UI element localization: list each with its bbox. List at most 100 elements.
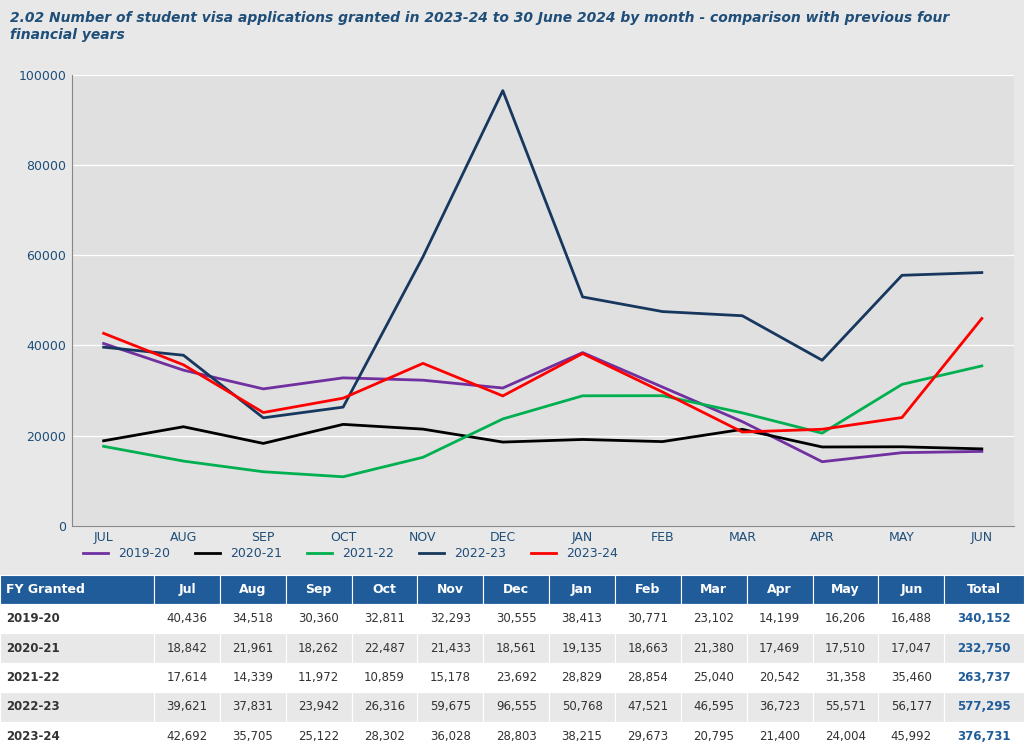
Bar	[549, 575, 615, 604]
Bar	[813, 633, 879, 663]
Bar	[879, 633, 944, 663]
Bar	[0, 692, 154, 722]
Bar	[0, 575, 154, 604]
Bar	[746, 633, 813, 663]
Bar	[944, 692, 1024, 722]
Text: 20,795: 20,795	[693, 730, 734, 743]
Text: 37,831: 37,831	[232, 701, 273, 713]
Bar	[286, 722, 351, 751]
Bar	[0, 663, 154, 692]
Text: 18,842: 18,842	[167, 641, 208, 655]
Text: 14,199: 14,199	[759, 612, 801, 625]
Text: 15,178: 15,178	[430, 671, 471, 684]
Bar	[220, 633, 286, 663]
Bar	[879, 604, 944, 633]
Bar	[746, 722, 813, 751]
Bar	[549, 633, 615, 663]
Bar	[418, 663, 483, 692]
Bar	[351, 633, 418, 663]
Text: 19,135: 19,135	[561, 641, 602, 655]
Text: May: May	[831, 583, 860, 596]
Text: 23,942: 23,942	[298, 701, 339, 713]
Bar	[286, 575, 351, 604]
Text: 35,705: 35,705	[232, 730, 273, 743]
Bar	[154, 604, 220, 633]
Bar	[220, 692, 286, 722]
Bar	[220, 604, 286, 633]
Bar	[813, 663, 879, 692]
Bar	[483, 575, 549, 604]
Bar	[549, 722, 615, 751]
Bar	[483, 692, 549, 722]
Text: 96,555: 96,555	[496, 701, 537, 713]
Bar	[418, 722, 483, 751]
Bar	[351, 722, 418, 751]
Text: 2020-21: 2020-21	[6, 641, 59, 655]
Text: 24,004: 24,004	[825, 730, 866, 743]
Text: 34,518: 34,518	[232, 612, 273, 625]
Text: Nov: Nov	[437, 583, 464, 596]
Text: 26,316: 26,316	[364, 701, 406, 713]
Bar	[615, 722, 681, 751]
Bar	[746, 604, 813, 633]
Text: 45,992: 45,992	[891, 730, 932, 743]
Text: 21,961: 21,961	[232, 641, 273, 655]
Text: 17,469: 17,469	[759, 641, 801, 655]
Bar	[286, 604, 351, 633]
Bar	[286, 692, 351, 722]
Text: 22,487: 22,487	[364, 641, 406, 655]
Text: Jan: Jan	[571, 583, 593, 596]
Bar	[681, 633, 746, 663]
Bar	[220, 663, 286, 692]
Text: 39,621: 39,621	[166, 701, 208, 713]
Text: 38,215: 38,215	[562, 730, 602, 743]
Bar	[154, 722, 220, 751]
Text: Total: Total	[967, 583, 1001, 596]
Bar	[681, 692, 746, 722]
Bar	[286, 663, 351, 692]
Bar	[879, 663, 944, 692]
Text: 340,152: 340,152	[957, 612, 1011, 625]
Text: 18,663: 18,663	[628, 641, 669, 655]
Bar	[483, 663, 549, 692]
Bar	[351, 692, 418, 722]
Text: 2.02 Number of student visa applications granted in 2023-24 to 30 June 2024 by m: 2.02 Number of student visa applications…	[10, 11, 949, 26]
Bar	[746, 575, 813, 604]
Text: 28,854: 28,854	[628, 671, 669, 684]
Bar	[944, 575, 1024, 604]
Bar	[615, 604, 681, 633]
Bar	[549, 663, 615, 692]
Bar	[944, 722, 1024, 751]
Text: 16,206: 16,206	[825, 612, 866, 625]
Text: 11,972: 11,972	[298, 671, 339, 684]
Text: 30,360: 30,360	[298, 612, 339, 625]
Text: 32,293: 32,293	[430, 612, 471, 625]
Text: 18,262: 18,262	[298, 641, 339, 655]
Text: 17,614: 17,614	[166, 671, 208, 684]
Text: 36,028: 36,028	[430, 730, 471, 743]
Bar	[154, 633, 220, 663]
Text: Oct: Oct	[373, 583, 396, 596]
Text: 17,047: 17,047	[891, 641, 932, 655]
Text: 59,675: 59,675	[430, 701, 471, 713]
Text: 47,521: 47,521	[628, 701, 669, 713]
Text: 46,595: 46,595	[693, 701, 734, 713]
Text: 25,040: 25,040	[693, 671, 734, 684]
Text: 17,510: 17,510	[825, 641, 866, 655]
Text: Aug: Aug	[240, 583, 266, 596]
Bar	[549, 604, 615, 633]
Text: 21,433: 21,433	[430, 641, 471, 655]
Text: 2021-22: 2021-22	[6, 671, 59, 684]
Text: 35,460: 35,460	[891, 671, 932, 684]
Bar	[879, 575, 944, 604]
Text: 263,737: 263,737	[957, 671, 1011, 684]
Text: financial years: financial years	[10, 28, 125, 42]
Bar	[0, 722, 154, 751]
Text: 31,358: 31,358	[825, 671, 866, 684]
Text: 32,811: 32,811	[364, 612, 406, 625]
Text: Sep: Sep	[305, 583, 332, 596]
Bar	[879, 692, 944, 722]
Bar	[220, 722, 286, 751]
Text: Jun: Jun	[900, 583, 923, 596]
Text: 20,542: 20,542	[759, 671, 800, 684]
